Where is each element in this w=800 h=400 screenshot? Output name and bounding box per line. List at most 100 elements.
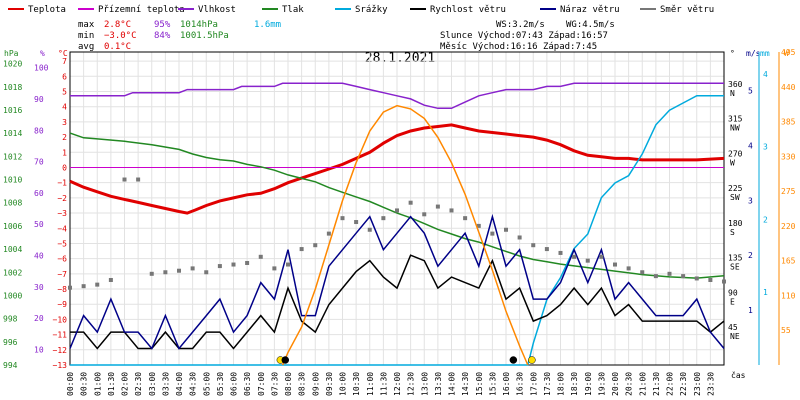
tick-x: 19:30 (597, 372, 606, 396)
info-wg: WG:4.5m/s (566, 20, 615, 30)
tick-x: 11:30 (379, 372, 388, 396)
tick-x: 18:00 (557, 372, 566, 396)
tick-pct: 70 (34, 158, 44, 167)
tick-hpa: 1010 (3, 176, 22, 185)
tick-hpa: 1002 (3, 268, 22, 277)
tick-dir-name: E (730, 297, 735, 306)
stat-max-temp: 2.8°C (104, 20, 131, 30)
stat-min-label: min (78, 31, 94, 41)
wind-dir-point (626, 266, 631, 271)
tick-ms: 5 (748, 86, 753, 95)
tick-w: 55 (781, 326, 791, 335)
legend-label: Rychlost větru (430, 5, 506, 15)
legend-label: Tlak (282, 5, 304, 15)
tick-dir: 90 (728, 288, 738, 297)
chart-title: 28.1.2021 (365, 51, 435, 66)
axes: hPa1020101810161014101210101008100610041… (3, 48, 796, 396)
tick-x: 11:00 (366, 372, 375, 396)
tick-x: 06:30 (243, 372, 252, 396)
wind-dir-point (108, 277, 113, 282)
plot-area (68, 82, 726, 366)
tick-x: 10:30 (352, 372, 361, 396)
legend-item: Rychlost větru (410, 5, 506, 15)
wind-dir-point (258, 254, 263, 259)
tick-temp: −5 (57, 239, 67, 248)
tick-temp: −4 (57, 224, 67, 233)
legend-item: Tlak (262, 5, 304, 15)
series-vlhkost (70, 82, 724, 110)
tick-x: 07:00 (257, 372, 266, 396)
tick-mm: 4 (763, 70, 768, 79)
tick-x: 12:30 (407, 372, 416, 396)
stat-max-label: max (78, 20, 95, 30)
wind-dir-point (95, 282, 100, 287)
axis-label-mm: mm (760, 49, 770, 58)
legend: Teplota Přízemní teplota Vlhkost Tlak Srážky… (8, 5, 714, 15)
tick-temp: −8 (57, 285, 67, 294)
wind-dir-point (640, 270, 645, 275)
wind-dir-point (68, 285, 72, 290)
legend-item: Přízemní teplota (78, 5, 185, 15)
series-teplota (69, 123, 725, 215)
wind-dir-point (354, 220, 359, 225)
tick-pct: 60 (34, 189, 44, 198)
tick-hpa: 1000 (3, 291, 22, 300)
wind-dir-point (149, 271, 154, 276)
tick-temp: −2 (57, 194, 67, 203)
tick-hpa: 1018 (3, 83, 22, 92)
tick-x: 15:30 (488, 372, 497, 396)
tick-hpa: 994 (3, 361, 18, 370)
tick-x: 09:00 (311, 372, 320, 396)
tick-w: 220 (781, 222, 796, 231)
wind-dir-point (558, 250, 563, 255)
tick-temp: 3 (62, 118, 67, 127)
tick-dir: 45 (728, 323, 738, 332)
tick-temp: −6 (57, 255, 67, 264)
wind-dir-point (613, 262, 617, 267)
tick-ms: 4 (748, 141, 753, 150)
stat-min-press: 1001.5hPa (180, 31, 229, 41)
tick-x: 23:30 (706, 372, 715, 396)
tick-w: 330 (781, 152, 796, 161)
wind-dir-point (395, 208, 399, 213)
tick-ms: 1 (748, 306, 753, 315)
legend-item: Směr větru (640, 5, 714, 15)
tick-hpa: 996 (3, 338, 18, 347)
series-tlak (69, 132, 725, 279)
tick-x: 06:00 (230, 372, 239, 396)
tick-pct: 90 (34, 95, 44, 104)
tick-x: 04:30 (189, 372, 198, 396)
marker-moonset (281, 356, 290, 364)
tick-x: 21:00 (638, 372, 647, 396)
tick-ms: 3 (748, 196, 753, 205)
tick-pct: 80 (34, 126, 44, 135)
tick-dir: 180 (728, 219, 743, 228)
wind-dir-point (190, 266, 195, 271)
wind-dir-point (286, 262, 290, 267)
tick-dir: 315 (728, 115, 743, 124)
wind-dir-point (572, 254, 577, 259)
stats-block: max 2.8°C 95% 1014hPa 1.6mm min −3.0°C 8… (78, 20, 281, 52)
tick-hpa: 1012 (3, 152, 22, 161)
stat-min-hum: 84% (154, 31, 171, 41)
axis-label-pct: % (40, 49, 45, 58)
tick-x: 03:00 (148, 372, 157, 396)
wind-dir-point (326, 231, 331, 236)
tick-w: 165 (781, 257, 796, 266)
tick-hpa: 1014 (3, 129, 22, 138)
tick-dir-name: S (730, 228, 735, 237)
tick-x: 17:00 (529, 372, 538, 396)
wind-dir-point (708, 277, 713, 282)
wind-dir-point (408, 200, 413, 205)
axis-label-x: čas (731, 370, 746, 380)
wind-dir-point (231, 262, 236, 267)
tick-temp: 5 (62, 88, 67, 97)
tick-x: 12:00 (393, 372, 402, 396)
wind-dir-point (163, 270, 168, 275)
tick-x: 16:00 (502, 372, 511, 396)
wind-dir-point (272, 266, 277, 271)
legend-item: Srážky (335, 5, 388, 15)
tick-w: 385 (781, 118, 796, 127)
tick-temp: −9 (57, 300, 67, 309)
